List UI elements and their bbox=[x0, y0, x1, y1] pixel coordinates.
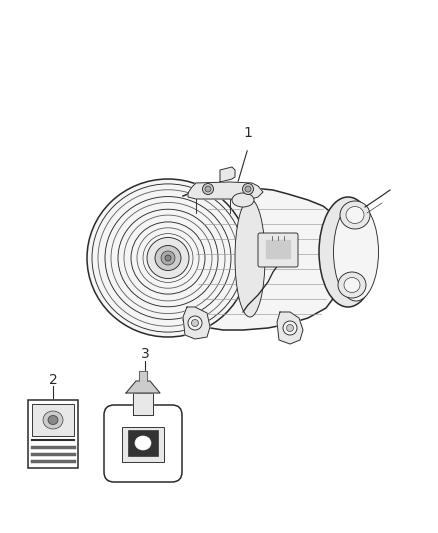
Text: 2: 2 bbox=[49, 373, 57, 387]
Circle shape bbox=[205, 186, 211, 192]
Circle shape bbox=[245, 186, 251, 192]
Polygon shape bbox=[183, 307, 210, 339]
FancyBboxPatch shape bbox=[122, 427, 164, 462]
Ellipse shape bbox=[235, 199, 265, 317]
Circle shape bbox=[283, 321, 297, 335]
Circle shape bbox=[286, 325, 293, 332]
Polygon shape bbox=[126, 381, 160, 393]
Ellipse shape bbox=[87, 179, 249, 337]
Ellipse shape bbox=[165, 255, 171, 261]
Ellipse shape bbox=[346, 206, 364, 223]
Circle shape bbox=[191, 319, 198, 327]
FancyBboxPatch shape bbox=[104, 405, 182, 482]
FancyBboxPatch shape bbox=[28, 400, 78, 468]
Ellipse shape bbox=[333, 203, 378, 301]
Polygon shape bbox=[266, 240, 290, 258]
Ellipse shape bbox=[161, 251, 175, 265]
Text: 1: 1 bbox=[244, 126, 252, 140]
Polygon shape bbox=[139, 371, 147, 381]
Ellipse shape bbox=[147, 238, 189, 279]
Polygon shape bbox=[277, 312, 303, 344]
Ellipse shape bbox=[43, 411, 63, 429]
Ellipse shape bbox=[48, 416, 58, 424]
FancyBboxPatch shape bbox=[128, 430, 158, 456]
Ellipse shape bbox=[344, 278, 360, 293]
Text: 3: 3 bbox=[141, 347, 149, 361]
Circle shape bbox=[243, 183, 254, 195]
Circle shape bbox=[188, 316, 202, 330]
Ellipse shape bbox=[232, 193, 254, 207]
Ellipse shape bbox=[340, 201, 370, 229]
Ellipse shape bbox=[319, 197, 377, 307]
Ellipse shape bbox=[338, 272, 366, 298]
Polygon shape bbox=[183, 186, 336, 330]
Circle shape bbox=[202, 183, 213, 195]
FancyBboxPatch shape bbox=[258, 233, 298, 267]
Ellipse shape bbox=[135, 436, 151, 450]
Ellipse shape bbox=[155, 246, 181, 271]
Polygon shape bbox=[220, 167, 235, 182]
FancyBboxPatch shape bbox=[32, 404, 74, 436]
Polygon shape bbox=[188, 182, 263, 200]
Polygon shape bbox=[133, 393, 153, 415]
